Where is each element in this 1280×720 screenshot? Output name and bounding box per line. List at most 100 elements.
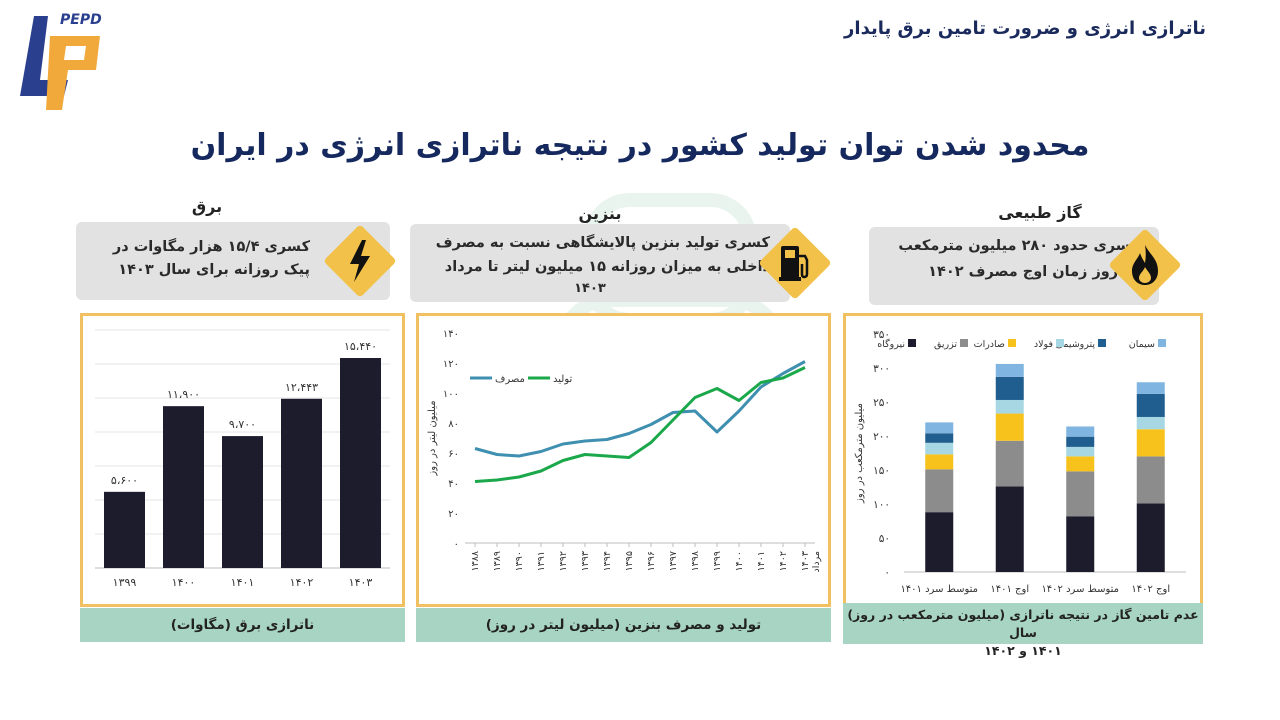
stack-seg-3-1 (1136, 456, 1165, 504)
gas-callout: کسری حدود ۲۸۰ میلیون مترمکعب در روز زمان… (869, 227, 1159, 305)
gas-callout-line2: در روز زمان اوج مصرف ۱۴۰۲ (928, 264, 1139, 280)
x-tick-label-10: ۱۳۹۸ (690, 551, 701, 571)
stack-seg-2-3 (1066, 446, 1095, 457)
x-tick-label-3: اوج ۱۴۰۲ (1131, 584, 1170, 595)
electricity-bar-chart: ۵،۶۰۰ ۱۳۹۹ ۱۱،۹۰۰ ۱۴۰۰ ۹،۷۰۰ ۱۴۰۱ ۱۲،۴۴۳ ۱۴۰۲ ۱۵… (95, 329, 390, 589)
x-tick-label-3: ۱۳۹۱ (536, 551, 547, 571)
stack-seg-2-1 (1066, 471, 1095, 517)
lightning-icon (323, 224, 397, 298)
electricity-title: برق (191, 197, 223, 216)
legend-swatch-4 (1098, 339, 1106, 347)
x-tick-label-2: ۱۳۹۰ (514, 551, 525, 571)
x-tick-label-4: ۱۳۹۲ (558, 551, 569, 571)
legend-label-1: تولید (553, 374, 572, 385)
gas-callout-line1: کسری حدود ۲۸۰ میلیون مترمکعب (898, 238, 1139, 254)
legend-swatch-5 (1158, 339, 1166, 347)
header-title: ناترازی انرژی و ضرورت تامین برق پایدار (844, 18, 1206, 39)
legend-swatch-2 (1008, 339, 1016, 347)
series-line-1 (474, 366, 806, 483)
pepd-logo (14, 14, 114, 114)
x-tick-label-5: ۱۳۹۳ (580, 551, 591, 571)
x-tick-label-13: ۱۴۰۱ (756, 551, 767, 571)
bar-0 (104, 491, 145, 568)
x-tick-label-1: ۱۳۸۹ (492, 551, 503, 571)
stack-seg-0-1 (925, 469, 954, 513)
y-tick-label-3: ۱۵۰ (873, 465, 890, 477)
gasoline-callout: کسری تولید بنزین پالایشگاهی نسبت به مصرف… (410, 224, 790, 302)
x-tick-label-0: ۱۳۸۸ (470, 551, 481, 571)
y-tick-label-0: ۰ (884, 567, 890, 579)
stack-seg-3-0 (1136, 503, 1165, 572)
main-title: محدود شدن توان تولید کشور در نتیجه ناترا… (190, 128, 1090, 163)
stack-seg-0-5 (925, 422, 954, 434)
x-tick-label-12: ۱۴۰۰ (734, 551, 745, 571)
bar-3 (281, 398, 322, 568)
x-tick-label-1: اوج ۱۴۰۱ (990, 584, 1029, 595)
gas-caption: عدم تامین گاز در نتیجه ناترازی (میلیون م… (843, 603, 1203, 658)
stack-seg-1-3 (995, 399, 1024, 414)
electricity-chart-box: ۵،۶۰۰ ۱۳۹۹ ۱۱،۹۰۰ ۱۴۰۰ ۹،۷۰۰ ۱۴۰۱ ۱۲،۴۴۳ ۱۴۰۲ ۱۵… (80, 313, 405, 607)
y-tick-label-0: ۰ (454, 539, 459, 550)
bar-4 (340, 358, 381, 568)
gas-stacked-bar-chart: ۰ ۵۰ ۱۰۰ ۱۵۰ ۲۰۰ ۲۵۰ ۳۰۰ ۳۵۰ میلیون مترمکعب در ر… (854, 329, 1186, 595)
y-tick-label-2: ۴۰ (448, 479, 459, 490)
x-tick-label-2: ۱۴۰۱ (231, 576, 255, 589)
x-tick-label-7: ۱۳۹۵ (624, 551, 635, 571)
x-tick-label-14: ۱۴۰۲ (778, 551, 789, 571)
y-tick-label-7: ۱۴۰ (443, 329, 459, 340)
y-tick-label-1: ۵۰ (879, 533, 890, 545)
y-tick-label-6: ۳۰۰ (873, 363, 890, 375)
stack-seg-1-1 (995, 440, 1024, 487)
gasoline-callout-line3: ۱۴۰۳ (574, 281, 606, 296)
gas-title: گاز طبیعی (998, 203, 1082, 222)
gas-caption-line2: ۱۴۰۱ و ۱۴۰۲ (984, 643, 1062, 658)
y-tick-label-5: ۲۵۰ (873, 397, 890, 409)
x-tick-label-15-b: مرداد (811, 551, 822, 572)
y-tick-label-3: ۶۰ (448, 449, 459, 460)
legend-label-1: تزریق (934, 339, 957, 350)
data-label-1: ۱۱،۹۰۰ (167, 388, 200, 401)
y-tick-label-1: ۲۰ (448, 509, 459, 520)
x-tick-label-6: ۱۳۹۴ (602, 551, 613, 571)
x-tick-label-3: ۱۴۰۲ (290, 576, 314, 589)
legend-label-2: صادرات (974, 339, 1005, 350)
stack-seg-3-4 (1136, 393, 1165, 417)
fuel-pump-icon (758, 226, 832, 300)
stack-seg-3-3 (1136, 416, 1165, 430)
x-tick-label-0: متوسط سرد ۱۴۰۱ (900, 584, 978, 595)
stack-seg-1-2 (995, 413, 1024, 441)
x-tick-label-11: ۱۳۹۹ (712, 551, 723, 571)
gasoline-callout-line1: کسری تولید بنزین پالایشگاهی نسبت به مصرف (435, 235, 770, 251)
x-tick-label-9: ۱۳۹۷ (668, 551, 679, 571)
y-axis-label: میلیون مترمکعب در روز (854, 403, 865, 504)
y-tick-label-4: ۸۰ (448, 419, 459, 430)
x-tick-label-4: ۱۴۰۳ (349, 576, 373, 589)
gas-chart-box: ۰ ۵۰ ۱۰۰ ۱۵۰ ۲۰۰ ۲۵۰ ۳۰۰ ۳۵۰ میلیون مترمکعب در ر… (843, 313, 1203, 607)
flame-icon (1108, 228, 1182, 302)
data-label-2: ۹،۷۰۰ (229, 418, 256, 431)
x-tick-label-0: ۱۳۹۹ (113, 576, 137, 589)
y-tick-label-5: ۱۰۰ (443, 389, 459, 400)
stack-seg-0-0 (925, 512, 954, 572)
series-line-0 (474, 360, 806, 458)
stack-seg-1-5 (995, 363, 1024, 377)
legend-label-3: فولاد (1034, 339, 1053, 350)
gas-caption-line1: عدم تامین گاز در نتیجه ناترازی (میلیون م… (847, 607, 1199, 640)
gasoline-chart-box: ۰ ۲۰ ۴۰ ۶۰ ۸۰ ۱۰۰ ۱۲۰ ۱۴۰ میلیون لیتر در روز ۱۳۸۸… (416, 313, 831, 607)
gasoline-title: بنزین (578, 204, 622, 223)
stack-seg-3-5 (1136, 382, 1165, 394)
legend-swatch-1 (960, 339, 968, 347)
data-label-4: ۱۵،۴۴۰ (344, 340, 377, 353)
bar-2 (222, 436, 263, 568)
x-tick-label-15: ۱۴۰۳ (800, 551, 811, 571)
stack-seg-2-5 (1066, 426, 1095, 437)
logo-text: PEPD (60, 12, 102, 28)
legend-label-0: مصرف (495, 374, 525, 385)
y-tick-label-4: ۲۰۰ (873, 431, 890, 443)
electricity-callout: کسری ۱۵/۴ هزار مگاوات در پیک روزانه برای… (76, 222, 390, 300)
legend-label-5: سیمان (1129, 339, 1155, 350)
stack-seg-2-2 (1066, 456, 1095, 472)
stack-seg-0-2 (925, 454, 954, 470)
x-tick-label-2: متوسط سرد ۱۴۰۲ (1041, 584, 1119, 595)
stack-seg-1-4 (995, 376, 1024, 400)
